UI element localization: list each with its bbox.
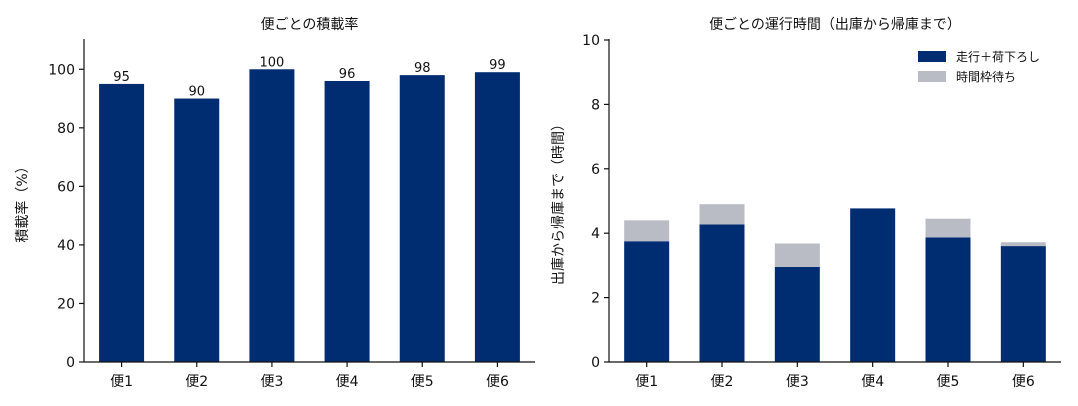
chart1-y-tick-label-3: 40: [57, 238, 75, 254]
chart1-x-tick-label-6: 便6: [486, 374, 509, 390]
chart1-title: 便ごとの積載率: [261, 16, 359, 33]
chart2-bar-2-1: [624, 220, 670, 242]
chart1-y-tick-label-6: 100: [48, 62, 75, 78]
chart2-legend-label-1: 走行＋荷下ろし: [956, 50, 1040, 64]
chart2-bar-2-3: [774, 243, 820, 268]
chart1-bar-5: [399, 75, 445, 363]
chart1-data-label-6: 99: [489, 58, 506, 73]
chart2-bar-1-4: [850, 208, 896, 362]
chart1-x-tick-label-2: 便2: [185, 374, 208, 390]
chart2-legend-swatch-1: [918, 51, 946, 62]
chart1-data-label-5: 98: [414, 61, 431, 76]
chart1-bar-2: [174, 98, 220, 362]
chart2-x-tick-label-1: 便1: [635, 374, 658, 390]
chart1-y-tick-label-1: 0: [66, 355, 75, 371]
chart2-y-axis-label: 出庫から帰庫まで（時間）: [550, 117, 567, 285]
chart1-x-tick-label-3: 便3: [260, 374, 283, 390]
chart1-bar-6: [474, 72, 520, 362]
chart1-y-tick-label-5: 80: [57, 121, 75, 137]
chart2-x-tick-label-4: 便4: [861, 374, 884, 390]
chart1-x-tick-label-4: 便4: [336, 374, 359, 390]
chart2-legend-swatch-2: [918, 71, 946, 82]
chart2-bar-2-5: [925, 218, 971, 238]
chart2-bar-2-6: [1000, 242, 1046, 247]
chart2-y-tick-label-5: 8: [591, 97, 600, 113]
chart1-data-label-3: 100: [260, 55, 285, 70]
chart1-x-tick-label-5: 便5: [411, 374, 434, 390]
chart2-bar-1-6: [1000, 246, 1046, 362]
chart1-data-label-2: 90: [188, 85, 205, 100]
chart2-x-tick-label-2: 便2: [711, 374, 734, 390]
chart1-bar-4: [324, 80, 370, 363]
chart1-y-tick-label-4: 60: [57, 179, 75, 195]
chart2-x-tick-label-5: 便5: [937, 374, 960, 390]
chart2-bar-1-3: [774, 267, 820, 362]
chart1-y-axis-label: 積載率（%）: [14, 159, 31, 242]
chart2-legend-label-2: 時間枠待ち: [956, 70, 1016, 84]
chart2-bar-2-2: [699, 204, 745, 225]
chart1-y-tick-label-2: 20: [57, 296, 75, 312]
chart2-y-tick-label-3: 4: [591, 226, 600, 242]
chart2-bar-1-5: [925, 237, 971, 362]
chart1-bar-1: [99, 83, 145, 362]
chart1-x-tick-label-1: 便1: [110, 374, 133, 390]
chart2-title: 便ごとの運行時間（出庫から帰庫まで）: [709, 16, 961, 33]
chart1-data-label-1: 95: [113, 70, 130, 85]
chart2-bar-1-1: [624, 241, 670, 362]
chart2-x-tick-label-3: 便3: [786, 374, 809, 390]
chart2-bar-1-2: [699, 224, 745, 362]
chart2-y-tick-label-4: 6: [591, 162, 600, 178]
chart2-y-tick-label-1: 0: [591, 355, 600, 371]
chart2-y-tick-label-2: 2: [591, 291, 600, 307]
chart2-x-tick-label-6: 便6: [1012, 374, 1035, 390]
chart1-bar-3: [249, 69, 295, 362]
chart1-data-label-4: 96: [339, 67, 356, 82]
chart2-y-tick-label-6: 10: [582, 33, 600, 49]
